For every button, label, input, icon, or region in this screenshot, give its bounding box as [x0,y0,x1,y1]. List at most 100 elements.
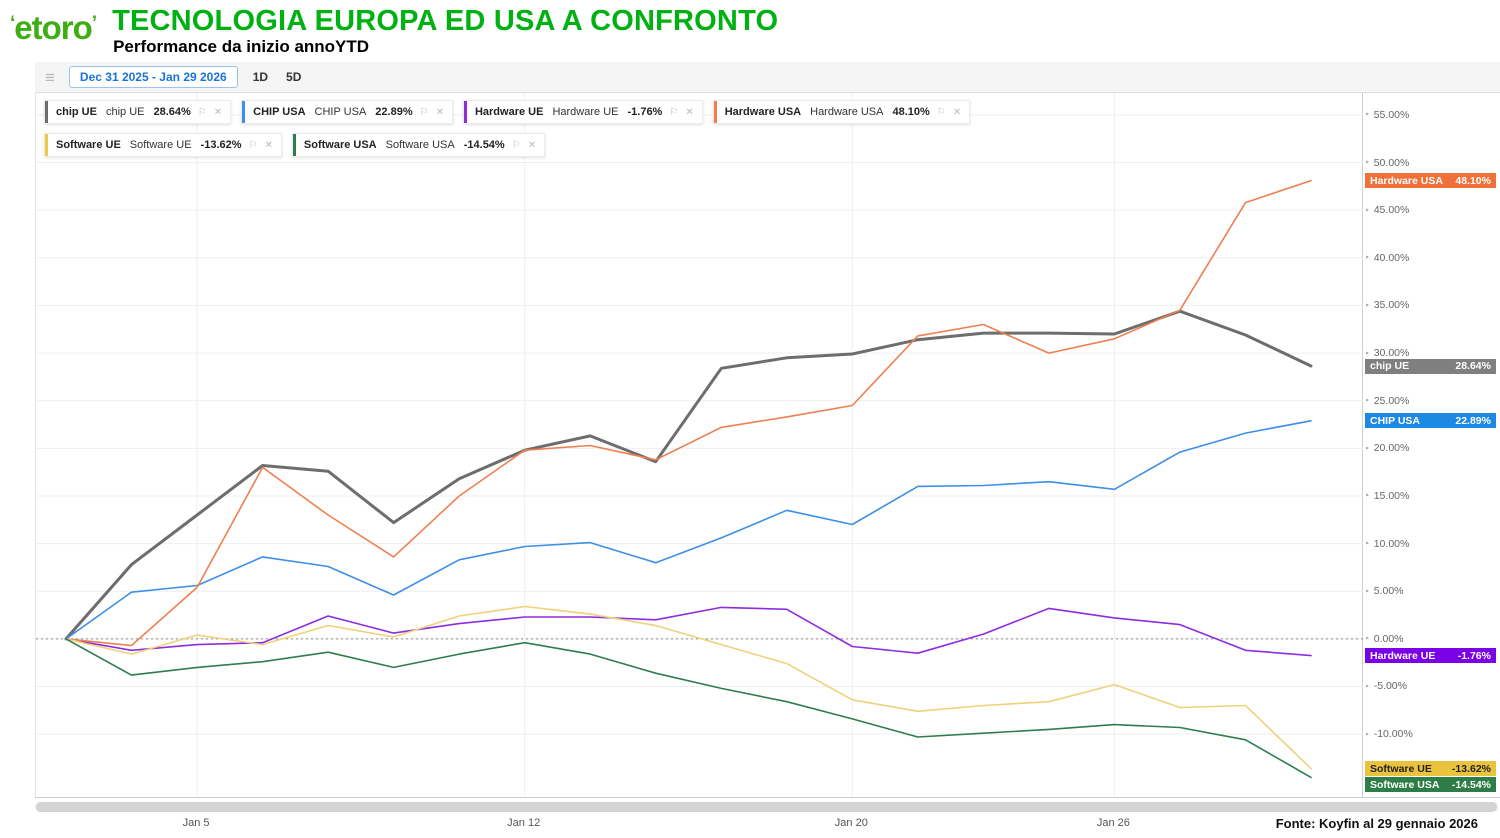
last-value-badge-chip-ue: chip UE 28.64% [1365,358,1496,374]
legend-chip-chip-usa[interactable]: CHIP USA CHIP USA 22.89% ⚐ ✕ [241,100,453,124]
logo-right-leaf-icon: ’ [91,13,97,34]
chip-series-name: Hardware UE [474,106,544,118]
legend-chip-chip-ue[interactable]: chip UE chip UE 28.64% ⚐ ✕ [44,100,232,124]
series-legend: chip UE chip UE 28.64% ⚐ ✕ CHIP USA CHIP USA 22… [44,100,1184,157]
tick-arrow-icon: ‣ [1365,300,1370,310]
chip-series-name: Hardware USA [724,106,802,118]
chip-value: -14.54% [463,139,505,151]
badge-value: 22.89% [1455,414,1491,427]
close-icon[interactable]: ✕ [264,139,273,151]
chip-series-ticker: Hardware UE [552,106,619,118]
chip-series-ticker: Software UE [129,139,192,151]
tick-arrow-icon: ‣ [1365,634,1370,644]
series-line-hardware-ue[interactable] [65,606,1312,657]
tick-arrow-icon: ‣ [1365,110,1370,120]
legend-chip-hardware-ue[interactable]: Hardware UE Hardware UE -1.76% ⚐ ✕ [462,100,703,124]
chart-toolbar: ≡ Dec 31 2025 - Jan 29 2026 1D 5D [35,62,1500,92]
date-range-picker[interactable]: Dec 31 2025 - Jan 29 2026 [68,66,238,88]
y-axis-label: ‣ 55.00% [1365,108,1410,121]
y-axis-label: ‣ 50.00% [1365,156,1410,169]
tick-arrow-icon: ‣ [1365,681,1370,691]
series-line-software-usa[interactable] [65,638,1312,779]
tick-arrow-icon: ‣ [1365,396,1370,406]
badge-value: 28.64% [1455,360,1491,373]
alert-icon[interactable]: ⚐ [248,139,258,151]
close-icon[interactable]: ✕ [685,106,694,118]
chip-value: -13.62% [200,139,242,151]
badge-value: -14.54% [1451,778,1491,791]
badge-series-name: Hardware USA [1370,174,1443,187]
alert-icon[interactable]: ⚐ [197,106,207,118]
y-axis-label: ‣ 15.00% [1365,489,1410,502]
series-line-chip-usa[interactable] [65,419,1312,640]
chart-scrollbar[interactable] [35,802,1498,812]
tick-arrow-icon: ‣ [1365,205,1370,215]
chip-series-ticker: Hardware USA [810,106,884,118]
y-axis-label: ‣ 45.00% [1365,204,1410,217]
x-axis: Jan 5 Jan 12 Jan 20 Jan 26 [35,812,1500,836]
chart-canvas[interactable] [36,93,1364,797]
close-icon[interactable]: ✕ [527,139,537,151]
y-axis-label: ‣ 20.00% [1365,442,1410,455]
y-axis-label: ‣ 10.00% [1365,537,1410,550]
chip-color-bar [292,134,296,156]
last-value-badge-software-usa: Software USA -14.54% [1365,777,1496,793]
chip-series-name: CHIP USA [253,106,306,118]
series-line-hardware-usa[interactable] [65,179,1312,647]
chip-value: -1.76% [627,106,663,118]
chip-series-ticker: CHIP USA [314,106,367,118]
title-block: TECNOLOGIA EUROPA ED USA A CONFRONTO Per… [112,4,778,56]
x-axis-label: Jan 12 [507,817,541,829]
legend-chip-software-ue[interactable]: Software UE Software UE -13.62% ⚐ ✕ [44,133,282,157]
last-value-badge-hardware-ue: Hardware UE -1.76% [1365,648,1496,664]
range-button-5d[interactable]: 5D [286,70,302,84]
chip-color-bar [45,101,48,123]
x-axis-label: Jan 26 [1096,817,1130,829]
plot-area[interactable]: chip UE chip UE 28.64% ⚐ ✕ CHIP USA CHIP USA 22… [35,93,1364,797]
tick-arrow-icon: ‣ [1365,348,1370,358]
legend-chip-hardware-usa[interactable]: Hardware USA Hardware USA 48.10% ⚐ ✕ [712,100,971,124]
page-subtitle: Performance da inizio annoYTD [113,37,370,56]
chart-widget: ≡ Dec 31 2025 - Jan 29 2026 1D 5D chip U… [35,62,1500,836]
y-axis-label: ‣ -10.00% [1365,728,1413,741]
chip-color-bar [463,101,467,123]
alert-icon[interactable]: ⚐ [511,139,521,151]
plot-wrap: chip UE chip UE 28.64% ⚐ ✕ CHIP USA CHIP USA 22… [35,92,1500,798]
scrollbar-thumb[interactable] [36,802,1497,812]
range-button-1d[interactable]: 1D [252,70,269,84]
close-icon[interactable]: ✕ [435,106,444,118]
alert-icon[interactable]: ⚐ [936,106,946,118]
legend-settings-icon[interactable]: ≡ [45,67,55,87]
alert-icon[interactable]: ⚐ [419,106,429,118]
chip-color-bar [242,101,246,123]
logo-left-leaf-icon: ‘ [10,13,15,34]
header: ‘etoro’ TECNOLOGIA EUROPA ED USA A CONFR… [10,4,778,56]
alert-icon[interactable]: ⚐ [669,106,679,118]
series-line-software-ue[interactable] [65,605,1312,770]
badge-value: 48.10% [1455,174,1491,187]
source-note: Fonte: Koyfin al 29 gennaio 2026 [1275,816,1478,831]
tick-arrow-icon: ‣ [1365,443,1370,453]
badge-series-name: CHIP USA [1370,414,1420,427]
badge-series-name: Software USA [1370,778,1440,791]
tick-arrow-icon: ‣ [1365,729,1370,739]
badge-series-name: Software UE [1370,762,1432,775]
badge-series-name: chip UE [1370,360,1410,373]
chip-value: 48.10% [892,106,930,118]
chip-series-ticker: Software USA [385,139,455,151]
x-axis-label: Jan 20 [834,817,868,829]
badge-value: -1.76% [1457,649,1491,662]
series-line-chip-ue[interactable] [64,309,1313,641]
chip-series-name: Software UE [56,139,121,151]
close-icon[interactable]: ✕ [213,106,223,118]
y-axis-label: ‣ 35.00% [1365,299,1410,312]
close-icon[interactable]: ✕ [952,106,962,118]
y-axis: ‣ 55.00% ‣ 50.00% ‣ 45.00% ‣ 40.00% ‣ 35.00% ‣ 30.0… [1363,93,1499,797]
y-axis-label: ‣ -5.00% [1365,680,1407,693]
x-axis-label: Jan 5 [182,817,210,829]
legend-chip-software-usa[interactable]: Software USA Software USA -14.54% ⚐ ✕ [291,133,546,157]
chip-value: 22.89% [375,106,413,118]
etoro-logo: ‘etoro’ [10,4,97,48]
last-value-badge-hardware-usa: Hardware USA 48.10% [1365,173,1496,189]
chip-series-name: Software USA [303,139,377,151]
